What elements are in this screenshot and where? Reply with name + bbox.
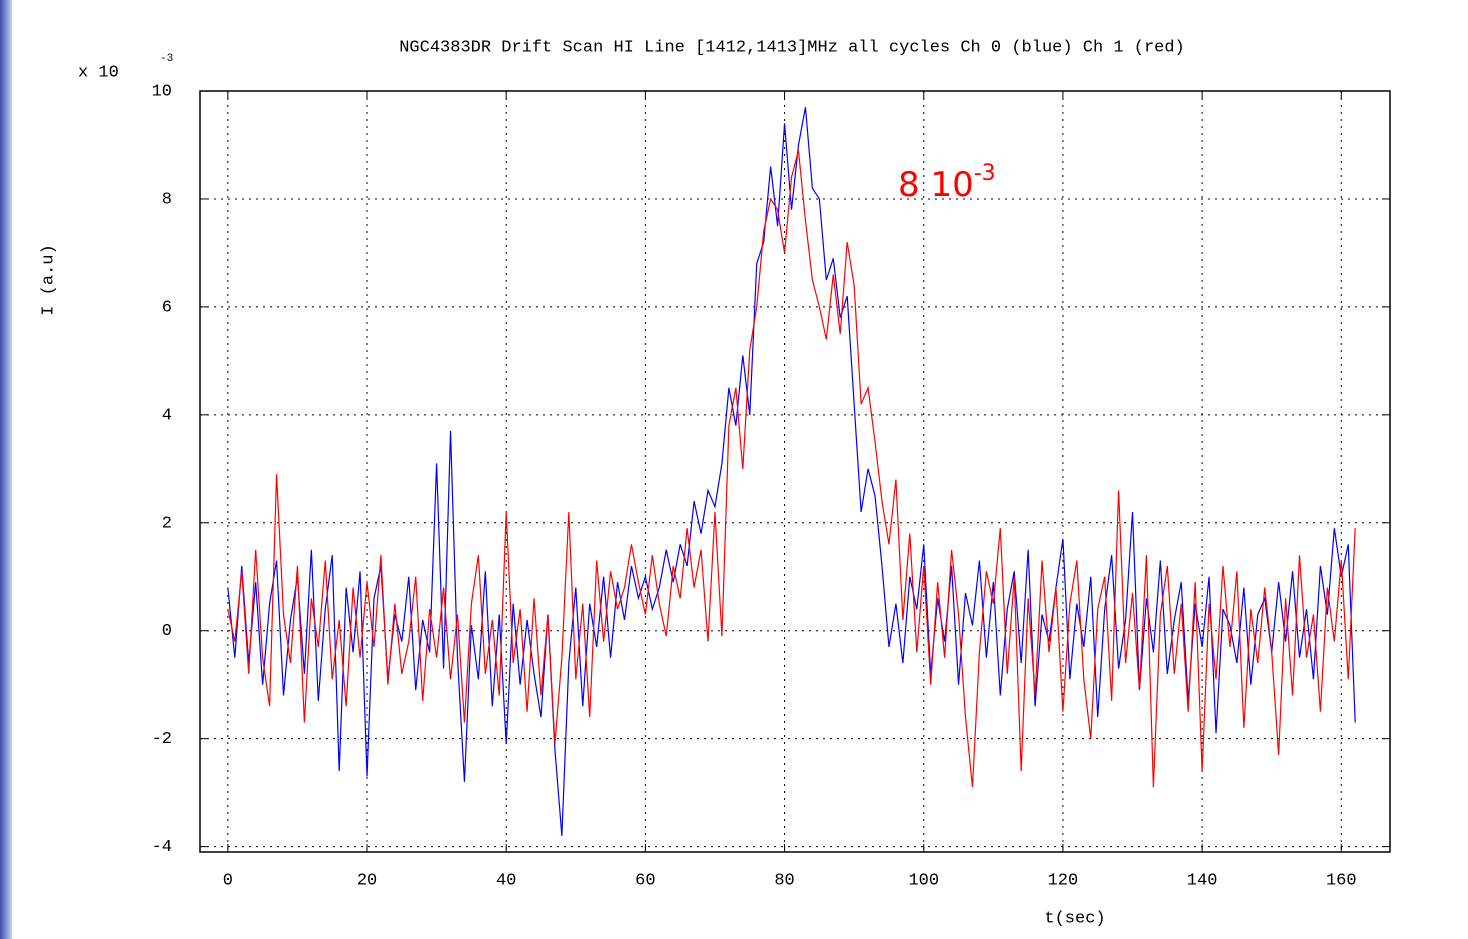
chart-title: NGC4383DR Drift Scan HI Line [1412,1413]… xyxy=(399,38,1185,57)
y-tick-label: -4 xyxy=(152,838,172,857)
annotation-text: 8 10 xyxy=(898,165,974,205)
y-tick-label: 8 xyxy=(162,190,172,209)
x-tick-label: 160 xyxy=(1326,871,1357,890)
y-multiplier: x 10 xyxy=(78,63,119,82)
y-tick-label: -2 xyxy=(152,730,172,749)
y-multiplier-exp: -3 xyxy=(160,53,173,65)
plot-frame xyxy=(199,90,1391,853)
series-line xyxy=(227,107,1356,836)
x-tick-label: 140 xyxy=(1187,871,1218,890)
x-tick-label: 0 xyxy=(223,871,233,890)
side-strip xyxy=(0,0,12,939)
x-tick-label: 80 xyxy=(774,871,794,890)
x-axis-label: t(sec) xyxy=(1044,909,1105,928)
x-tick-label: 40 xyxy=(496,871,516,890)
x-tick-label: 100 xyxy=(908,871,939,890)
x-tick-label: 120 xyxy=(1048,871,1079,890)
y-tick-label: 10 xyxy=(152,82,172,101)
series-line xyxy=(227,150,1356,788)
y-tick-label: 4 xyxy=(162,406,172,425)
annotation: 8 10-3 xyxy=(898,161,996,205)
x-tick-label: 60 xyxy=(635,871,655,890)
annotation-exp: -3 xyxy=(974,161,996,186)
x-tick-label: 20 xyxy=(357,871,377,890)
y-axis-label: I (a.u) xyxy=(39,244,58,315)
y-tick-label: 0 xyxy=(162,622,172,641)
y-tick-label: 2 xyxy=(162,514,172,533)
y-tick-label: 6 xyxy=(162,298,172,317)
